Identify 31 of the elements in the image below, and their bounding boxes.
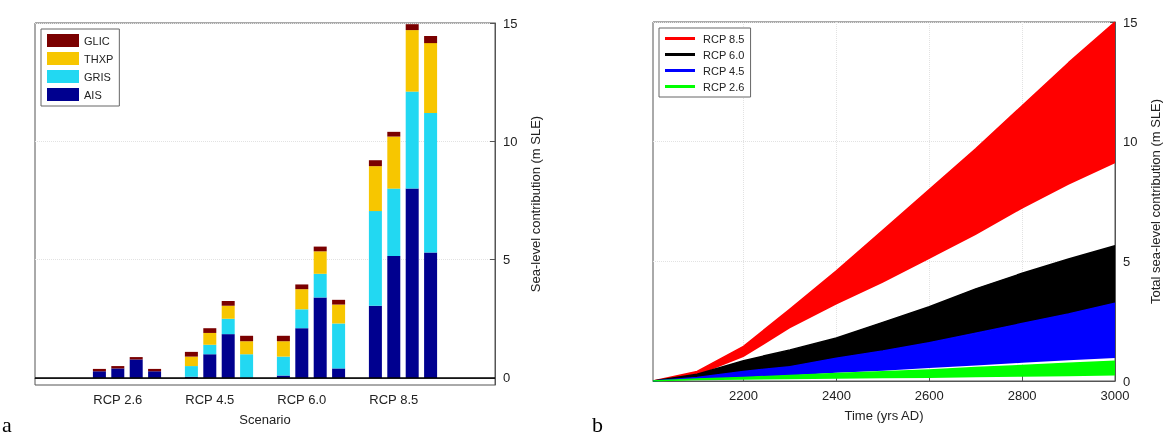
legend-label: GRIS bbox=[84, 70, 111, 83]
x-tick-label: RCP 6.0 bbox=[277, 392, 327, 407]
text: b bbox=[592, 411, 603, 435]
x-tick-label: 2400 bbox=[821, 388, 851, 403]
legend-label: RCP 4.5 bbox=[703, 64, 745, 77]
x-tick-label: RCP 8.5 bbox=[369, 392, 419, 407]
legend-label: THXP bbox=[84, 52, 114, 65]
y-tick-label: 0 bbox=[1123, 373, 1131, 389]
x-tick-label: 2200 bbox=[729, 388, 758, 403]
x-axis-title: Time (yrs AD) bbox=[844, 408, 924, 423]
legend-label: AIS bbox=[84, 88, 102, 101]
x-tick-label: RCP 2.6 bbox=[93, 392, 143, 407]
y-tick-label: 0 bbox=[503, 370, 511, 386]
y-tick-label: 10 bbox=[1123, 134, 1138, 150]
y-tick-label: 15 bbox=[1123, 14, 1138, 30]
x-tick-label: 3000 bbox=[1100, 388, 1130, 403]
legend-label: GLIC bbox=[84, 34, 110, 47]
y-tick-label: 5 bbox=[503, 252, 511, 268]
y-tick-label: 15 bbox=[503, 15, 518, 31]
legend-label: RCP 2.6 bbox=[703, 80, 745, 93]
text: a bbox=[2, 411, 12, 435]
y-tick-label: 5 bbox=[1123, 253, 1131, 269]
x-tick-label: 2600 bbox=[914, 388, 944, 403]
y-axis-title: Total sea-level contribution (m SLE) bbox=[1148, 98, 1163, 305]
legend-label: RCP 8.5 bbox=[703, 32, 745, 45]
x-axis-title: Scenario bbox=[239, 412, 291, 427]
x-tick-label: RCP 4.5 bbox=[185, 392, 235, 407]
legend-label: RCP 6.0 bbox=[703, 48, 745, 61]
x-tick-label: 2800 bbox=[1007, 388, 1037, 403]
y-axis-title: Sea-level contribution (m SLE) bbox=[528, 115, 543, 293]
y-tick-label: 10 bbox=[503, 133, 518, 149]
